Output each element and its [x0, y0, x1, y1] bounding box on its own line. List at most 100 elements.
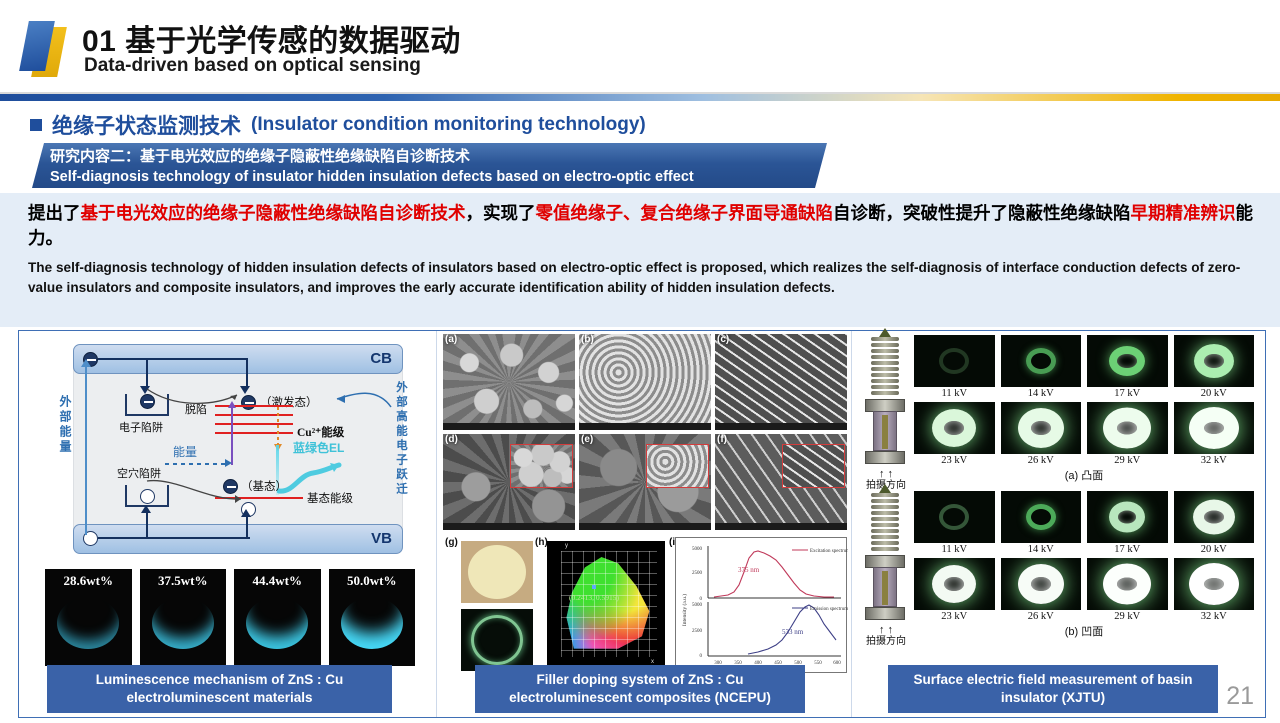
svg-text:Intensity (a.u.): Intensity (a.u.): [681, 594, 688, 626]
cb-arrowhead-1: [140, 386, 150, 394]
subfig-tag-h: (h): [535, 537, 548, 548]
group-b-caption: (b) 凹面: [1064, 626, 1104, 638]
electron-dot-trap: [140, 394, 155, 409]
voltage-label: 26 kV: [1027, 611, 1054, 622]
insulator-icon: [865, 328, 905, 485]
svg-text:2500: 2500: [692, 571, 703, 576]
sem-scalebar: [715, 423, 847, 430]
relaxation-arrow-icon: [274, 407, 282, 451]
wt-image-cell: 50.0wt%: [328, 569, 415, 666]
wt-label: 50.0wt%: [347, 573, 397, 588]
sem-scalebar: [443, 423, 575, 430]
cb-label: CB: [370, 350, 392, 367]
spectra-chart: 5000 2500 0 375 nm Excitation spectrum 5…: [675, 537, 848, 674]
panel-left-caption: Luminescence mechanism of ZnS : Cu elect…: [47, 665, 392, 713]
wt-image-cell: 28.6wt%: [45, 569, 132, 666]
el-glow-shape: [57, 597, 119, 649]
efield-image: [914, 335, 995, 387]
ground-state-label: （基态）: [241, 481, 287, 493]
summary-text-en: The self-diagnosis technology of hidden …: [28, 260, 1241, 295]
wt-label: 37.5wt%: [158, 573, 208, 588]
header-gradient-bar: [0, 94, 1280, 101]
wt-label: 28.6wt%: [63, 573, 113, 588]
external-electron-curve-icon: [336, 392, 392, 408]
page-number: 21: [1226, 682, 1254, 710]
svg-text:Excitation spectrum: Excitation spectrum: [810, 549, 848, 554]
vb-arrowhead-2: [241, 509, 251, 517]
svg-text:350: 350: [734, 661, 742, 666]
efield-cell: 11 kV: [914, 491, 995, 555]
sem-scalebar: [579, 423, 711, 430]
voltage-label: 17 kV: [1114, 388, 1141, 399]
el-glow-shape: [152, 597, 214, 649]
voltage-label: 20 kV: [1200, 544, 1227, 555]
cie-coordinate-label: (0.2413, 0.5915): [569, 593, 619, 602]
svg-text:600: 600: [833, 661, 841, 666]
sem-inset-box: [645, 444, 709, 489]
efield-image: [1000, 558, 1081, 610]
sem-image-grid: (a) (b) (c) (d) (e): [443, 334, 847, 530]
efield-image: [1087, 335, 1168, 387]
efield-image: [1173, 335, 1254, 387]
summary-text-cn: 提出了基于电光效应的绝缘子隐蔽性绝缘缺陷自诊断技术，实现了零值绝缘子、复合绝缘子…: [28, 201, 1254, 251]
banner-title-cn: 研究内容二：基于电光效应的绝缘子隐蔽性绝缘缺陷自诊断技术: [50, 148, 471, 165]
efield-image: [1000, 335, 1081, 387]
vb-line-v2: [246, 515, 248, 537]
voltage-label: 32 kV: [1200, 455, 1227, 466]
banner-title-en: Self-diagnosis technology of insulator h…: [50, 169, 694, 185]
sample-disc-photo: [461, 541, 533, 603]
page-title: 01 基于光学传感的数据驱动: [82, 25, 461, 58]
panel-filler-doping-system: (a) (b) (c) (d) (e): [437, 331, 852, 717]
page-subtitle: Data-driven based on optical sensing: [84, 55, 421, 76]
electron-trap-label: 电子陷阱: [119, 422, 163, 434]
cb-line-v2: [246, 358, 248, 388]
voltage-label: 29 kV: [1114, 611, 1141, 622]
external-energy-arrowhead: [81, 359, 91, 367]
blue-green-el-label: 蓝绿色EL: [293, 441, 345, 455]
efield-image: [1173, 491, 1254, 543]
header-divider-line: [0, 92, 1280, 94]
sem-image-f: (f): [715, 434, 847, 530]
svg-text:550: 550: [814, 661, 822, 666]
excitation-arrow-icon: [228, 401, 236, 465]
wt-percent-image-strip: 28.6wt% 37.5wt% 44.4wt% 50.0wt%: [45, 569, 415, 666]
svg-text:2500: 2500: [692, 629, 703, 634]
el-glow-shape: [341, 597, 403, 649]
summary-plain-run: 自诊断，突破性提升了隐蔽性绝缘缺陷: [833, 203, 1131, 223]
summary-box: 提出了基于电光效应的绝缘子隐蔽性绝缘缺陷自诊断技术，实现了零值绝缘子、复合绝缘子…: [0, 193, 1280, 327]
hole-migration-curve-icon: [146, 479, 242, 503]
sample-ring-glow-photo: [461, 609, 533, 671]
efield-cell: 23 kV: [914, 402, 995, 466]
svg-text:533 nm: 533 nm: [782, 628, 804, 636]
efield-cell: 26 kV: [1000, 402, 1081, 466]
square-bullet-icon: [30, 119, 42, 131]
sem-tag: (a): [445, 334, 458, 345]
hole-dot-trap: [140, 489, 155, 504]
summary-highlight-run: 早期精准辨识: [1130, 203, 1236, 223]
voltage-label: 11 kV: [941, 544, 968, 555]
figure-panels-container: CB VB 电子陷阱: [18, 328, 1266, 718]
efield-image: [914, 558, 995, 610]
slide-header: 01 基于光学传感的数据驱动 Data-driven based on opti…: [0, 0, 1280, 92]
panel-mid-caption: Filler doping system of ZnS : Cu electro…: [475, 665, 805, 713]
subfig-tag-g: (g): [445, 537, 458, 548]
efield-cell: 32 kV: [1173, 558, 1254, 622]
sem-image-a: (a): [443, 334, 575, 430]
efield-image: [914, 491, 995, 543]
research-topic-banner: 研究内容二：基于电光效应的绝缘子隐蔽性绝缘缺陷自诊断技术 Self-diagno…: [32, 143, 827, 188]
panel-surface-efield-measurement: ↑ ↑ 拍摄方向 11 kV 14 kV: [852, 328, 1263, 717]
el-emission-beam: [276, 445, 279, 495]
section-heading-en: (Insulator condition monitoring technolo…: [251, 114, 646, 135]
sem-image-d: (d): [443, 434, 575, 530]
sem-tag: (d): [445, 434, 458, 445]
summary-plain-run: ，实现了: [465, 203, 536, 223]
efield-cell: 11 kV: [914, 335, 995, 399]
svg-text:400: 400: [754, 661, 762, 666]
detrap-curve-icon: [146, 388, 238, 404]
sem-inset-box: [781, 444, 845, 489]
insulator-tip-icon: [879, 484, 891, 493]
sem-tag: (f): [717, 434, 727, 445]
sem-image-e: (e): [579, 434, 711, 530]
group-a-caption: (a) 凸面: [1064, 470, 1104, 482]
